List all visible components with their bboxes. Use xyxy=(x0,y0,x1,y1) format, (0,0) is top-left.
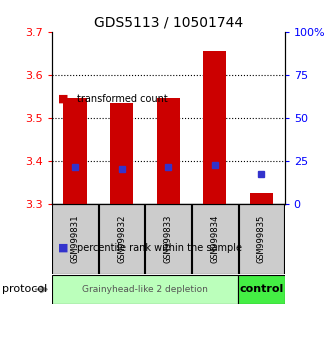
Text: GSM999835: GSM999835 xyxy=(257,215,266,263)
Text: protocol: protocol xyxy=(2,284,47,295)
FancyBboxPatch shape xyxy=(145,204,191,274)
Text: GSM999833: GSM999833 xyxy=(164,215,173,263)
Text: percentile rank within the sample: percentile rank within the sample xyxy=(77,243,241,253)
Title: GDS5113 / 10501744: GDS5113 / 10501744 xyxy=(94,15,243,29)
FancyBboxPatch shape xyxy=(52,275,238,304)
FancyBboxPatch shape xyxy=(238,204,284,274)
Bar xyxy=(250,193,273,204)
Bar xyxy=(203,51,226,204)
Text: GSM999834: GSM999834 xyxy=(210,215,219,263)
FancyBboxPatch shape xyxy=(52,204,98,274)
FancyBboxPatch shape xyxy=(192,204,238,274)
Bar xyxy=(63,98,87,204)
Text: GSM999831: GSM999831 xyxy=(70,215,80,263)
Bar xyxy=(157,98,180,204)
Text: control: control xyxy=(239,284,283,295)
Bar xyxy=(110,103,133,204)
Text: transformed count: transformed count xyxy=(77,94,167,104)
FancyBboxPatch shape xyxy=(99,204,145,274)
Text: ■: ■ xyxy=(58,94,69,104)
Text: ■: ■ xyxy=(58,243,69,253)
Text: GSM999832: GSM999832 xyxy=(117,215,126,263)
Text: Grainyhead-like 2 depletion: Grainyhead-like 2 depletion xyxy=(82,285,208,294)
FancyBboxPatch shape xyxy=(238,275,285,304)
